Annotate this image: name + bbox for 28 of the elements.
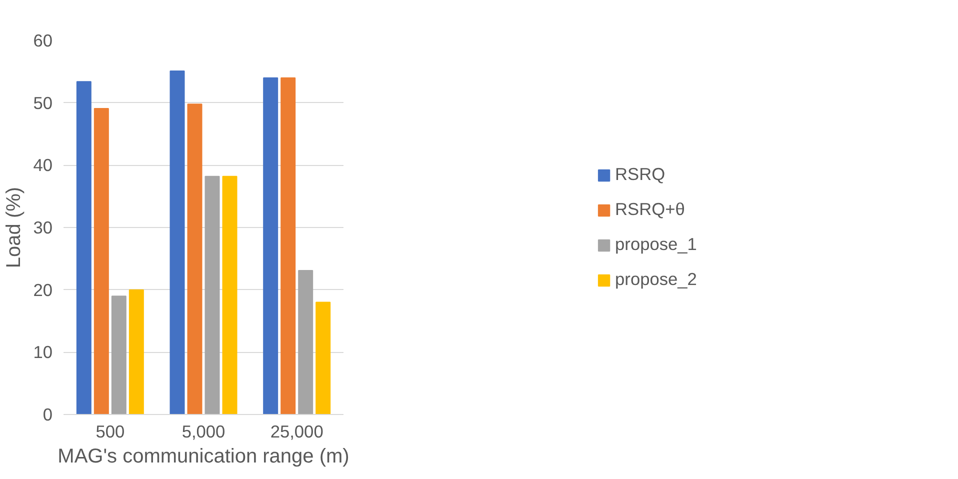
y-axis-title: Load (%) xyxy=(3,186,26,268)
bar xyxy=(280,77,296,414)
legend-label: propose_2 xyxy=(615,269,697,290)
bar xyxy=(298,270,314,414)
bar xyxy=(111,296,126,414)
y-tick-label: 20 xyxy=(33,280,53,300)
y-tick-label: 0 xyxy=(42,404,53,424)
bar xyxy=(204,176,220,414)
bar xyxy=(76,81,92,414)
x-tick-label: 25,000 xyxy=(270,422,324,442)
bar xyxy=(94,108,109,414)
bar xyxy=(170,70,185,414)
x-tick-label: 5,000 xyxy=(182,422,226,442)
x-tick-label: 500 xyxy=(96,422,125,442)
y-tick-label: 30 xyxy=(33,218,53,238)
bar xyxy=(128,289,144,414)
y-tick-label: 50 xyxy=(33,92,53,113)
bar xyxy=(187,104,202,414)
y-tick-label: 40 xyxy=(33,155,53,176)
bar xyxy=(263,77,278,414)
bar xyxy=(222,176,238,414)
legend-label: RSRQ xyxy=(615,164,666,185)
y-tick-label: 60 xyxy=(33,30,53,50)
y-tick-label: 10 xyxy=(33,342,53,362)
x-axis-title: MAG's communication range (m) xyxy=(58,446,350,468)
legend-label: propose_1 xyxy=(615,234,697,255)
legend-label: RSRQ+θ xyxy=(615,199,685,220)
bar xyxy=(316,302,331,414)
